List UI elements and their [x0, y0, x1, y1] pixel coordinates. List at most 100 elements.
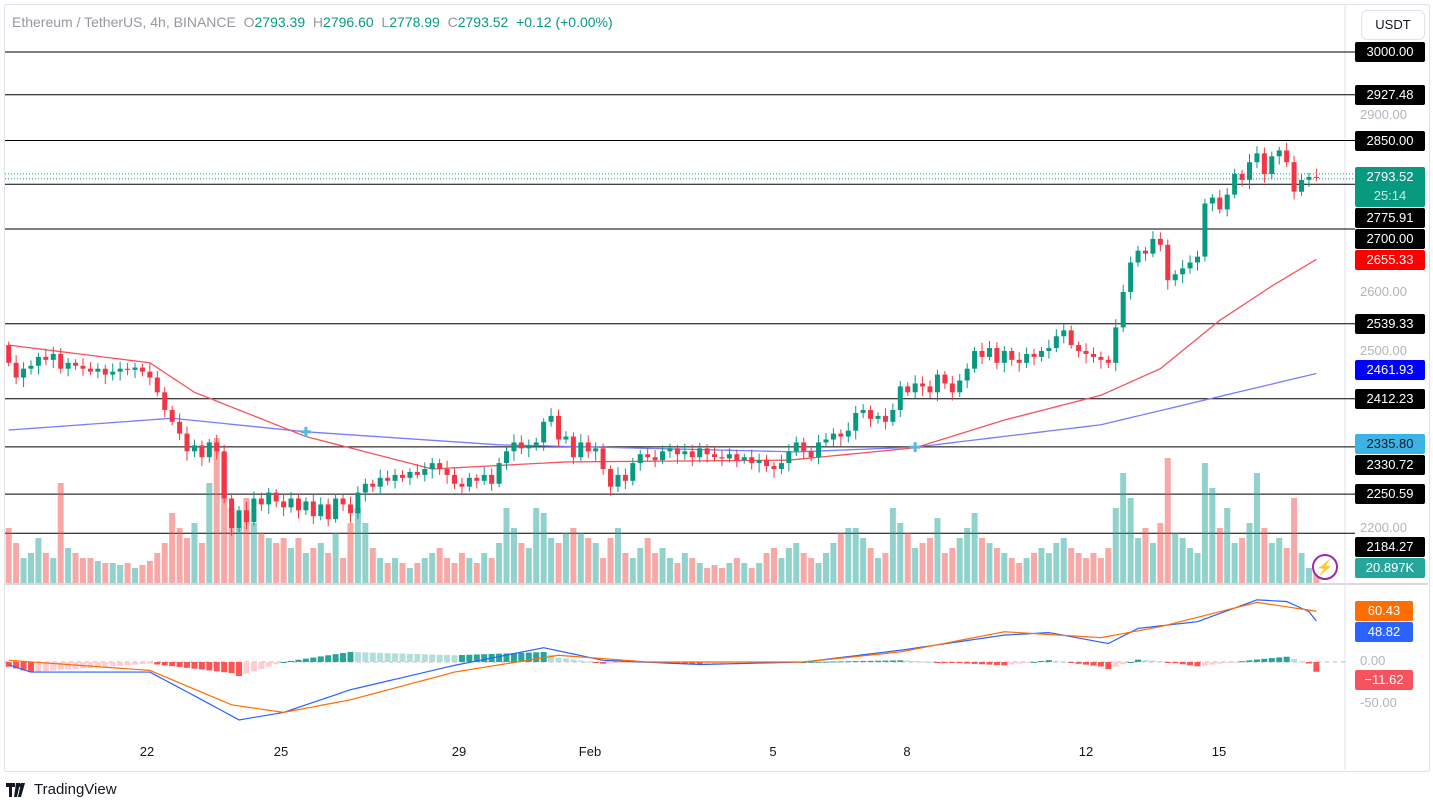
macd-histogram-bar: [50, 662, 57, 671]
volume-bar: [525, 548, 532, 583]
candle-body: [496, 463, 502, 484]
volume-bar: [317, 543, 324, 583]
volume-bar: [741, 563, 748, 583]
currency-button[interactable]: USDT: [1361, 10, 1425, 40]
volume-bar: [213, 438, 220, 583]
volume-bar: [1305, 568, 1312, 583]
macd-histogram-bar: [1008, 662, 1015, 665]
candle-body: [511, 442, 517, 452]
macd-histogram-bar: [496, 653, 503, 662]
volume-bar: [399, 563, 406, 583]
volume-bar: [1008, 558, 1015, 583]
volume-bar: [607, 538, 614, 583]
candle-body: [1217, 197, 1223, 210]
macd-histogram-bar: [310, 657, 317, 662]
macd-histogram-bar: [622, 662, 629, 663]
macd-histogram-bar: [1231, 662, 1238, 663]
tradingview-footer[interactable]: TradingView: [6, 781, 117, 798]
candle-body: [518, 442, 524, 449]
candle-body: [875, 415, 881, 419]
price-level-label: 2655.33: [1355, 250, 1425, 270]
volume-bar: [696, 563, 703, 583]
macd-histogram-bar: [600, 662, 607, 664]
volume-bar: [347, 523, 354, 583]
candle-body: [964, 368, 970, 381]
ma-fast-line: [8, 258, 1317, 470]
candle-body: [1224, 194, 1230, 210]
volume-bar: [50, 558, 57, 583]
candle-body: [1053, 336, 1059, 349]
volume-bar: [57, 483, 64, 583]
candle-body: [58, 353, 64, 369]
macd-value-label: 48.82: [1355, 622, 1413, 643]
price-level-label: 2700.00: [1355, 229, 1425, 249]
macd-histogram-bar: [198, 662, 205, 670]
candle-body: [169, 410, 175, 422]
lightning-icon[interactable]: ⚡: [1312, 554, 1338, 580]
volume-bar: [1216, 528, 1223, 583]
volume-bar: [362, 523, 369, 583]
volume-bar: [1261, 528, 1268, 583]
candle-body: [481, 474, 487, 481]
volume-bar: [533, 508, 540, 583]
macd-histogram-bar: [548, 654, 555, 662]
candle-body: [942, 374, 948, 384]
candle-body: [868, 410, 874, 419]
macd-histogram-bar: [1016, 662, 1023, 664]
volume-bar: [1075, 553, 1082, 583]
candle-body: [1269, 156, 1275, 174]
volume-bar: [919, 543, 926, 583]
candle-body: [734, 454, 740, 461]
volume-bar: [1187, 548, 1194, 583]
volume-bar: [42, 553, 49, 583]
macd-histogram-bar: [154, 662, 161, 665]
candle-body: [1090, 353, 1096, 357]
candle-body: [184, 433, 190, 452]
macd-histogram-bar: [1246, 660, 1253, 662]
volume-bar: [503, 508, 510, 583]
macd-histogram-bar: [1194, 662, 1201, 667]
candle-body: [860, 410, 866, 413]
candle-body: [526, 445, 532, 449]
candle-body: [28, 365, 34, 369]
candle-body: [786, 451, 792, 464]
macd-histogram-bar: [674, 662, 681, 664]
candle-body: [251, 498, 257, 523]
candle-body: [689, 451, 695, 458]
macd-histogram-bar: [466, 654, 473, 662]
macd-histogram-bar: [451, 655, 458, 662]
macd-histogram-bar: [949, 662, 956, 663]
macd-histogram-bar: [42, 662, 49, 672]
candle-body: [972, 351, 978, 369]
macd-histogram-bar: [919, 661, 926, 663]
candle-body: [392, 474, 398, 481]
macd-histogram-bar: [332, 654, 339, 662]
macd-tick-label: -50.00: [1360, 695, 1397, 710]
candle-body: [897, 386, 903, 410]
time-axis-label: 15: [1211, 744, 1227, 759]
candle-body: [1247, 162, 1253, 180]
volume-bar: [436, 548, 443, 583]
volume-bar: [102, 563, 109, 583]
volume-bar: [132, 568, 139, 583]
price-level-label: 2412.23: [1355, 388, 1425, 409]
volume-bar: [250, 523, 257, 583]
macd-histogram-bar: [354, 652, 361, 662]
volume-bar: [823, 553, 829, 583]
candle-body: [370, 483, 376, 487]
candle-body: [660, 451, 666, 461]
macd-histogram-bar: [377, 652, 384, 662]
macd-histogram-bar: [473, 654, 480, 662]
change-value: +0.12 (+0.00%): [516, 14, 613, 30]
macd-histogram-bar: [325, 655, 332, 662]
volume-bar: [20, 558, 27, 583]
volume-bar: [1083, 558, 1090, 583]
candle-body: [236, 510, 242, 528]
symbol-title[interactable]: Ethereum / TetherUS, 4h, BINANCE: [12, 14, 236, 30]
macd-histogram-bar: [934, 662, 941, 663]
volume-bar: [13, 543, 20, 583]
volume-bar: [1268, 543, 1275, 583]
macd-histogram-bar: [369, 652, 376, 662]
volume-bar: [1135, 538, 1142, 583]
